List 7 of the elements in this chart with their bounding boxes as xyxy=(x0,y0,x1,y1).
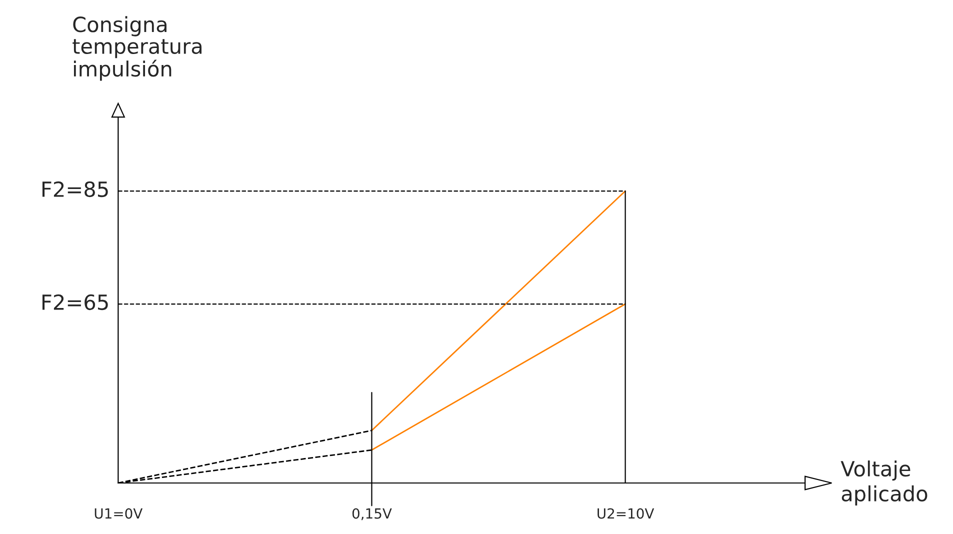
x-tick-label: 0,15V xyxy=(352,508,392,520)
x-tick-label: U2=10V xyxy=(598,508,654,519)
x-tick-label: U1=0V xyxy=(94,508,143,519)
text: Consigna temperatura impulsión xyxy=(72,16,202,81)
text: Voltaje aplicado xyxy=(840,460,928,506)
text: F2=85 xyxy=(42,181,108,198)
text: F2=65 xyxy=(42,294,108,310)
